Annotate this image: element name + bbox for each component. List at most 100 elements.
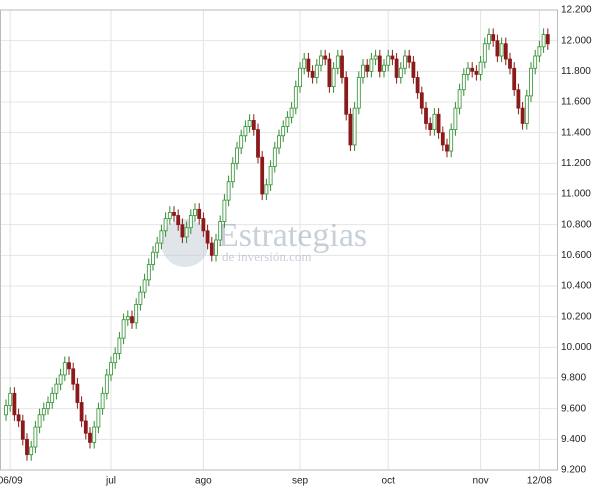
candle-body <box>352 107 357 146</box>
candle-body <box>394 58 399 78</box>
y-tick-label: 9.400 <box>561 434 586 445</box>
candle-body <box>264 184 269 195</box>
candle-body <box>218 221 223 241</box>
candle-body <box>293 86 298 109</box>
watermark-title: Estrategias <box>218 217 367 254</box>
x-tick-label: nov <box>473 476 489 487</box>
candle-body <box>251 120 256 131</box>
candle-body <box>62 362 67 376</box>
candle-body <box>247 120 252 127</box>
watermark-subtitle: de inversión.com <box>222 249 312 264</box>
candle-body <box>176 215 181 226</box>
candle-body <box>369 58 374 72</box>
candle-body <box>16 414 21 422</box>
candle-body <box>29 446 34 456</box>
candle-body <box>335 55 340 69</box>
candle-body <box>209 242 214 256</box>
candle-body <box>348 113 353 146</box>
candle-body <box>188 215 193 229</box>
candle-body <box>163 218 168 232</box>
candle-body <box>537 46 542 57</box>
candle-body <box>41 408 46 416</box>
candle-body <box>419 92 424 109</box>
candle-body <box>365 64 370 72</box>
y-tick-label: 10.600 <box>561 250 592 261</box>
candle-body <box>403 55 407 69</box>
candle-body <box>201 218 206 232</box>
candle-body <box>71 368 76 385</box>
x-tick-label: 06/09 <box>0 476 23 487</box>
candle-body <box>482 43 487 63</box>
y-tick-label: 10.000 <box>561 342 592 353</box>
candle-body <box>327 58 332 88</box>
plot-frame <box>0 9 558 471</box>
candle-body <box>285 116 290 127</box>
x-tick-label: ago <box>195 476 212 487</box>
candle-body <box>440 132 445 146</box>
candle-body <box>260 156 265 195</box>
watermark: Estrategias de inversión.com <box>161 217 367 267</box>
y-tick-label: 9.600 <box>561 403 586 414</box>
x-tick-label: oct <box>382 476 396 487</box>
candle-body <box>25 438 29 456</box>
candle-body <box>415 77 420 94</box>
candle-body <box>382 64 386 72</box>
candle-body <box>356 77 361 109</box>
candle-body <box>428 123 433 131</box>
candle-body <box>113 353 118 364</box>
candle-body <box>453 107 458 130</box>
candle-body <box>109 362 113 376</box>
candle-body <box>302 58 307 69</box>
candle-body <box>230 162 235 183</box>
candle-body <box>470 67 475 72</box>
candle-body <box>398 67 403 78</box>
candle-body <box>533 55 538 69</box>
y-tick-label: 11.000 <box>561 189 591 200</box>
candle-body <box>289 107 294 118</box>
candle-body <box>12 392 17 416</box>
candle-body <box>222 199 227 222</box>
candle-body <box>117 337 122 354</box>
candle-body <box>130 316 134 324</box>
candle-body <box>96 408 101 428</box>
x-tick-label: jul <box>105 476 116 487</box>
y-tick-label: 11.800 <box>561 66 591 77</box>
candle-body <box>75 383 80 403</box>
candle-body <box>67 362 71 370</box>
candle-body <box>243 126 248 137</box>
candle-body <box>323 55 328 60</box>
candle-body <box>474 70 479 75</box>
candle-body <box>226 181 231 201</box>
candle-body <box>529 67 533 97</box>
candle-body <box>386 55 391 66</box>
y-tick-label: 12.000 <box>561 35 592 46</box>
candle-body <box>524 95 529 124</box>
candle-body <box>487 34 491 45</box>
candle-body <box>449 129 454 152</box>
candle-body <box>503 43 508 60</box>
candle-body <box>46 402 50 410</box>
candle-body <box>37 414 42 428</box>
y-tick-label: 9.800 <box>561 373 586 384</box>
candle-body <box>121 319 126 339</box>
candle-body <box>33 426 38 448</box>
candle-body <box>20 420 25 440</box>
candle-body <box>310 70 315 78</box>
candle-body <box>314 64 319 78</box>
candle-body <box>319 55 323 66</box>
candle-body <box>445 144 449 152</box>
candle-body <box>281 126 286 137</box>
candle-body <box>457 89 462 109</box>
y-tick-label: 11.200 <box>561 158 591 169</box>
y-tick-label: 10.400 <box>561 281 592 292</box>
candle-body <box>125 316 130 321</box>
candle-body <box>159 230 164 244</box>
candle-body <box>306 58 311 72</box>
candle-body <box>138 291 143 305</box>
candle-body <box>104 374 109 394</box>
candle-body <box>545 34 550 45</box>
candle-body <box>373 55 378 60</box>
candle-body <box>516 89 521 109</box>
candle-body <box>499 43 504 57</box>
candle-body <box>88 432 92 443</box>
